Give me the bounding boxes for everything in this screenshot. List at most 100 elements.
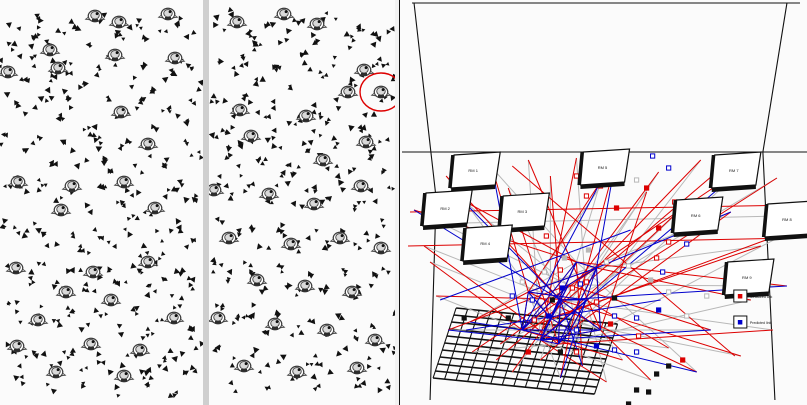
scatter-point bbox=[257, 156, 262, 160]
scatter-point bbox=[80, 248, 85, 253]
node-marker-red-square[interactable] bbox=[573, 173, 580, 179]
node-marker-red-square[interactable] bbox=[525, 349, 531, 355]
node-marker-red-square[interactable] bbox=[573, 349, 580, 355]
scatter-point bbox=[158, 256, 162, 261]
scatter-point bbox=[120, 143, 125, 149]
scatter-point bbox=[171, 355, 178, 363]
room-box-room-3[interactable]: RM 3 bbox=[497, 192, 551, 233]
grid-line bbox=[455, 310, 480, 381]
node-marker-black-square[interactable] bbox=[654, 371, 660, 377]
scatter-point bbox=[130, 262, 137, 269]
room-box-room-5[interactable]: RM 5 bbox=[577, 148, 631, 189]
node-marker-red-square[interactable] bbox=[656, 225, 662, 231]
node-marker-blue-square[interactable] bbox=[559, 285, 566, 291]
node-marker-gray-square[interactable] bbox=[603, 259, 610, 265]
scatter-point bbox=[19, 76, 24, 82]
scatter-point bbox=[192, 368, 198, 374]
room-box-room-7[interactable]: RM 7 bbox=[708, 151, 762, 192]
node-marker-blue-square[interactable] bbox=[650, 153, 656, 159]
node-marker-blue-square[interactable] bbox=[684, 241, 690, 247]
scatter-point bbox=[145, 283, 150, 288]
middle-scatter-panel[interactable] bbox=[209, 0, 395, 405]
node-marker-black-square[interactable] bbox=[505, 315, 511, 321]
node-marker-red-square[interactable] bbox=[643, 185, 650, 191]
legend-entry-legend-red[interactable]: Measured link bbox=[733, 289, 773, 303]
scatter-point bbox=[234, 316, 240, 322]
scatter-point bbox=[229, 192, 234, 197]
node-marker-blue-square[interactable] bbox=[666, 165, 672, 171]
room-box-room-8[interactable]: RM 8 bbox=[761, 200, 807, 241]
node-marker-red-square[interactable] bbox=[583, 279, 590, 285]
node-marker-black-square[interactable] bbox=[666, 363, 672, 369]
node-marker-gray-square[interactable] bbox=[585, 247, 592, 253]
node-marker-red-square[interactable] bbox=[593, 299, 600, 305]
node-marker-black-square[interactable] bbox=[646, 389, 652, 395]
node-marker-red-square[interactable] bbox=[607, 321, 614, 327]
node-marker-red-square[interactable] bbox=[531, 317, 537, 323]
node-marker-red-square[interactable] bbox=[613, 205, 620, 211]
node-marker-black-square[interactable] bbox=[611, 295, 618, 301]
node-marker-blue-square[interactable] bbox=[577, 281, 584, 287]
node-marker-blue-square[interactable] bbox=[611, 313, 618, 319]
scatter-point bbox=[141, 34, 148, 40]
room-box-room-9[interactable]: RM 9 bbox=[721, 258, 775, 299]
room-box-room-1[interactable]: RM 1 bbox=[448, 151, 501, 192]
scatter-point bbox=[271, 127, 277, 134]
scatter-point bbox=[183, 370, 189, 376]
node-marker-gray-square[interactable] bbox=[561, 255, 568, 261]
node-marker-blue-square[interactable] bbox=[611, 347, 618, 353]
scatter-point bbox=[174, 23, 180, 29]
node-marker-blue-square[interactable] bbox=[633, 349, 640, 355]
scatter-point bbox=[15, 230, 21, 236]
node-marker-blue-square[interactable] bbox=[656, 307, 662, 313]
node-marker-red-square[interactable] bbox=[680, 357, 686, 363]
room-box-room-6[interactable]: RM 6 bbox=[670, 196, 724, 237]
node-marker-blue-square[interactable] bbox=[529, 297, 535, 303]
node-marker-black-square[interactable] bbox=[461, 315, 467, 321]
scatter-point bbox=[153, 127, 160, 133]
scatter-point bbox=[160, 317, 165, 322]
node-marker-red-square[interactable] bbox=[666, 239, 672, 245]
room-box-room-2[interactable]: RM 2 bbox=[420, 189, 473, 230]
scatter-point bbox=[280, 222, 286, 229]
scatter-point bbox=[356, 200, 362, 206]
node-marker-red-square[interactable] bbox=[543, 233, 549, 239]
scatter-point bbox=[246, 184, 251, 189]
left-scatter-panel[interactable] bbox=[0, 0, 203, 405]
node-marker-blue-square[interactable] bbox=[545, 313, 551, 319]
node-marker-blue-square[interactable] bbox=[593, 343, 600, 349]
node-marker-blue-square[interactable] bbox=[633, 315, 640, 321]
middle-scatter-plot bbox=[209, 0, 395, 405]
node-marker-black-square[interactable] bbox=[557, 349, 563, 355]
node-marker-gray-square[interactable] bbox=[704, 293, 710, 299]
room-shadow bbox=[764, 234, 807, 241]
node-marker-blue-square[interactable] bbox=[660, 269, 666, 275]
node-marker-black-square[interactable] bbox=[549, 297, 555, 303]
node-marker-gray-square[interactable] bbox=[519, 279, 525, 285]
node-marker-gray-square[interactable] bbox=[684, 313, 690, 319]
node-marker-red-square[interactable] bbox=[654, 255, 660, 261]
node-marker-red-square[interactable] bbox=[569, 285, 576, 291]
node-marker-red-square[interactable] bbox=[583, 193, 590, 199]
room-box-room-4[interactable]: RM 4 bbox=[460, 224, 513, 265]
node-marker-gray-square[interactable] bbox=[625, 263, 632, 269]
scatter-point bbox=[16, 53, 23, 60]
node-marker-gray-square[interactable] bbox=[633, 177, 640, 183]
scatter-point bbox=[66, 355, 71, 360]
node-marker-black-square[interactable] bbox=[625, 401, 632, 405]
scatter-point bbox=[116, 200, 120, 205]
node-marker-blue-square[interactable] bbox=[509, 293, 515, 299]
scatter-point bbox=[309, 363, 314, 367]
node-marker-blue-square[interactable] bbox=[573, 327, 580, 333]
node-marker-gray-square[interactable] bbox=[648, 277, 654, 283]
node-marker-gray-square[interactable] bbox=[541, 269, 547, 275]
legend-entry-legend-blue[interactable]: Predicted link bbox=[733, 315, 772, 329]
node-marker-black-square[interactable] bbox=[633, 387, 640, 393]
scatter-point bbox=[139, 369, 145, 375]
node-marker-red-square[interactable] bbox=[635, 333, 642, 339]
node-marker-gray-square[interactable] bbox=[666, 289, 672, 295]
scatter-point bbox=[334, 313, 342, 320]
right-topology-panel[interactable]: RM 1 RM 2 RM 3 RM 4 RM 5 RM 6 RM 7 RM 8 RM 9 Mea… bbox=[399, 0, 807, 405]
scatter-point bbox=[10, 47, 15, 52]
node-marker-red-square[interactable] bbox=[557, 267, 563, 273]
